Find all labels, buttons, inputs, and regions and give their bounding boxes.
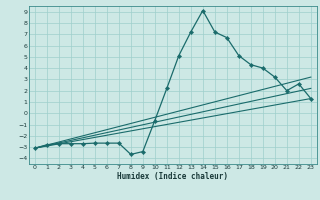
- X-axis label: Humidex (Indice chaleur): Humidex (Indice chaleur): [117, 172, 228, 181]
